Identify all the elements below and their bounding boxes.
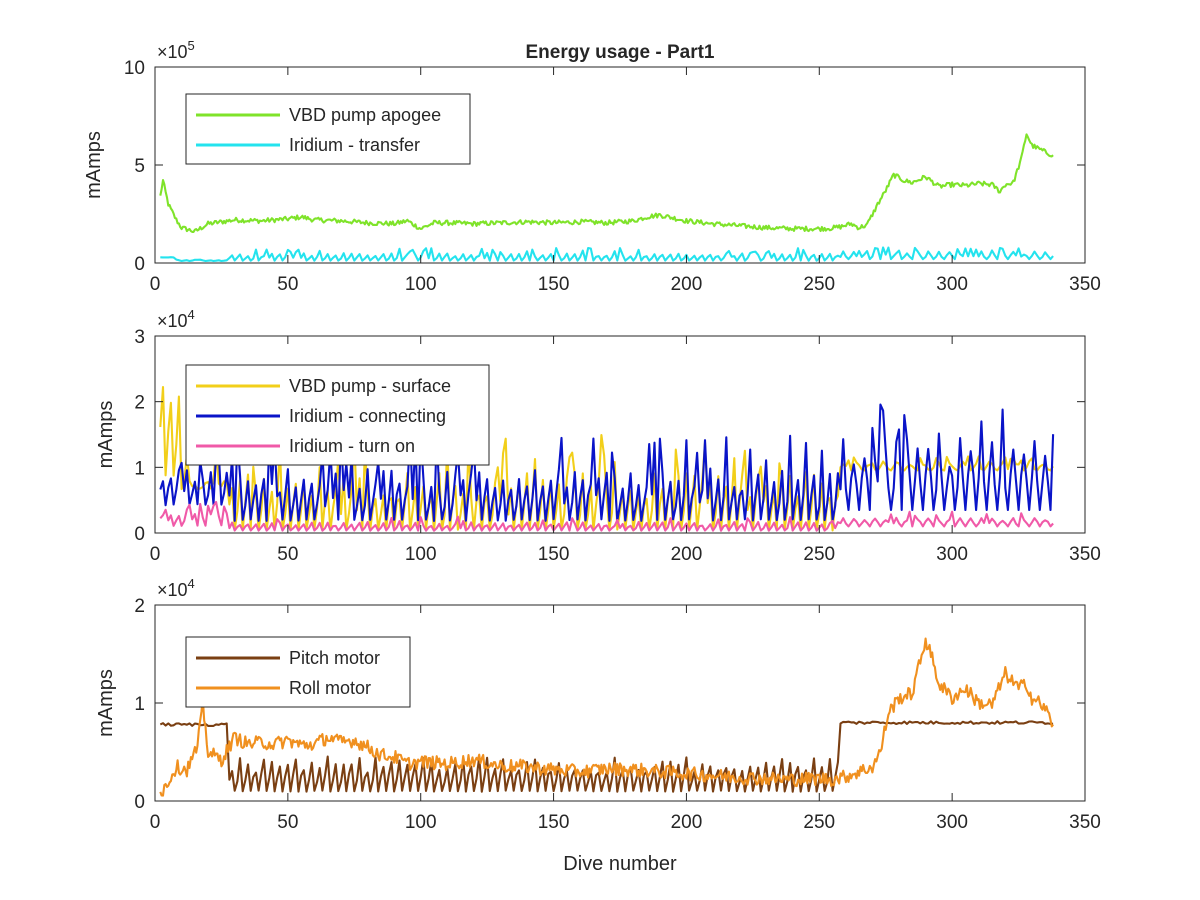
legend-label: VBD pump apogee xyxy=(289,105,441,125)
x-tick-label: 300 xyxy=(936,274,968,295)
legend-label: Roll motor xyxy=(289,678,371,698)
x-tick-label: 300 xyxy=(936,544,968,565)
series-line-vbd-pump-apogee xyxy=(159,133,1054,233)
x-tick-label: 300 xyxy=(936,812,968,833)
x-tick-label: 100 xyxy=(405,274,437,295)
legend-label: VBD pump - surface xyxy=(289,376,451,396)
x-tick-label: 150 xyxy=(538,544,570,565)
y-tick-label: 2 xyxy=(134,393,145,414)
y-tick-label: 0 xyxy=(134,792,145,813)
series-group xyxy=(159,133,1054,263)
y-tick-label: 1 xyxy=(134,694,145,715)
y-exponent-label: ×105 xyxy=(157,38,195,62)
legend-box xyxy=(185,93,471,165)
x-tick-label: 0 xyxy=(150,544,161,565)
y-tick-label: 1 xyxy=(134,458,145,479)
x-tick-label: 200 xyxy=(671,544,703,565)
x-tick-label: 0 xyxy=(150,274,161,295)
x-tick-label: 250 xyxy=(803,274,835,295)
x-tick-label: 150 xyxy=(538,274,570,295)
y-tick-label: 0 xyxy=(134,254,145,275)
x-tick-label: 250 xyxy=(803,544,835,565)
legend-label: Iridium - transfer xyxy=(289,135,420,155)
series-line-iridium-turn-on xyxy=(159,500,1054,532)
x-axis-label: Dive number xyxy=(563,853,677,875)
x-tick-label: 350 xyxy=(1069,274,1101,295)
y-tick-label: 10 xyxy=(124,58,145,79)
x-tick-label: 200 xyxy=(671,812,703,833)
y-tick-label: 0 xyxy=(134,524,145,545)
x-tick-label: 150 xyxy=(538,812,570,833)
axes-box xyxy=(154,335,1086,534)
series-line-roll-motor xyxy=(159,637,1054,797)
y-axis-label: mAmps xyxy=(95,669,117,737)
legend-label: Pitch motor xyxy=(289,648,380,668)
subplot-middle: 0 50 100 150 200 250 300 350 0 1 2 3 ×104 mAmps VBD pu… xyxy=(95,307,1101,565)
series-group xyxy=(159,386,1055,532)
figure-title: Energy usage - Part1 xyxy=(525,42,714,63)
x-tick-label: 100 xyxy=(405,544,437,565)
legend-label: Iridium - turn on xyxy=(289,436,415,456)
legend: VBD pump - surface Iridium - connecting Ir… xyxy=(185,364,490,466)
y-axis-label: mAmps xyxy=(95,401,117,469)
legend-label: Iridium - connecting xyxy=(289,406,446,426)
y-exponent-label: ×104 xyxy=(157,576,195,600)
y-tick-label: 3 xyxy=(134,327,145,348)
series-line-iridium-connecting xyxy=(159,403,1055,522)
x-tick-label: 50 xyxy=(277,274,298,295)
x-tick-label: 200 xyxy=(671,274,703,295)
y-exponent-label: ×104 xyxy=(157,307,195,331)
legend-box xyxy=(185,636,411,708)
legend: VBD pump apogee Iridium - transfer xyxy=(185,93,471,165)
x-tick-label: 350 xyxy=(1069,812,1101,833)
subplot-bottom: 0 50 100 150 200 250 300 350 0 1 2 ×104 mAmps Pitch m… xyxy=(95,576,1101,833)
legend: Pitch motor Roll motor xyxy=(185,636,411,708)
x-tick-label: 250 xyxy=(803,812,835,833)
subplot-top: 0 50 100 150 200 250 300 350 0 5 10 ×105 mAmps VBD pu… xyxy=(83,38,1101,295)
y-axis-label: mAmps xyxy=(83,131,105,199)
series-line-vbd-pump-surface xyxy=(159,386,1054,532)
x-tick-label: 350 xyxy=(1069,544,1101,565)
series-group xyxy=(159,637,1054,797)
x-tick-label: 100 xyxy=(405,812,437,833)
series-line-iridium-transfer xyxy=(160,246,1054,263)
x-tick-label: 50 xyxy=(277,812,298,833)
x-tick-label: 50 xyxy=(277,544,298,565)
x-tick-label: 0 xyxy=(150,812,161,833)
y-tick-label: 5 xyxy=(134,156,145,177)
y-tick-label: 2 xyxy=(134,596,145,617)
